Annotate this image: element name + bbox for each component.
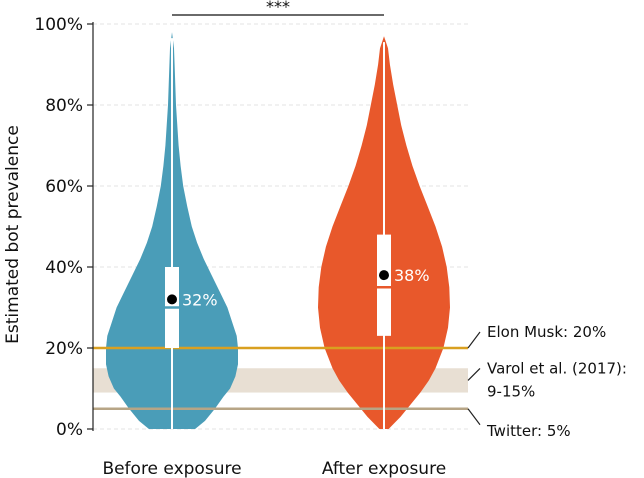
mean-label: 38% [394, 266, 430, 285]
y-axis-title: Estimated bot prevalence [3, 125, 23, 344]
mean-point [379, 270, 389, 281]
x-category-label: Before exposure [102, 459, 241, 478]
reference-label: 9-15% [487, 382, 535, 400]
significance-layer: *** [172, 0, 384, 16]
mean-label: 32% [182, 290, 218, 309]
reference-line-layer [93, 346, 468, 410]
mean-point [167, 294, 177, 305]
annotation-leader [467, 408, 481, 426]
x-category-label: After exposure [322, 459, 446, 478]
axis-layer: Estimated bot prevalence 0% 20% 40% 60% 80% 1… [3, 15, 94, 440]
annotation-leader [467, 367, 481, 381]
iqr-box [377, 234, 391, 336]
y-tick-label: 40% [45, 258, 83, 278]
reference-label: Elon Musk: 20% [487, 323, 606, 341]
annotation-leader [467, 331, 481, 349]
y-tick-label: 20% [45, 339, 83, 359]
y-tick-label: 60% [45, 177, 83, 197]
reference-label: Twitter: 5% [486, 422, 571, 440]
reference-label: Varol et al. (2017): [487, 359, 627, 377]
y-tick-label: 80% [45, 96, 83, 116]
boxplot-layer: 32% 38% [165, 38, 430, 429]
y-tick-label: 0% [56, 420, 83, 440]
y-tick-label: 100% [34, 15, 83, 35]
significance-label: *** [266, 0, 290, 16]
label-layer: Before exposure After exposure Elon Musk: … [102, 323, 627, 478]
